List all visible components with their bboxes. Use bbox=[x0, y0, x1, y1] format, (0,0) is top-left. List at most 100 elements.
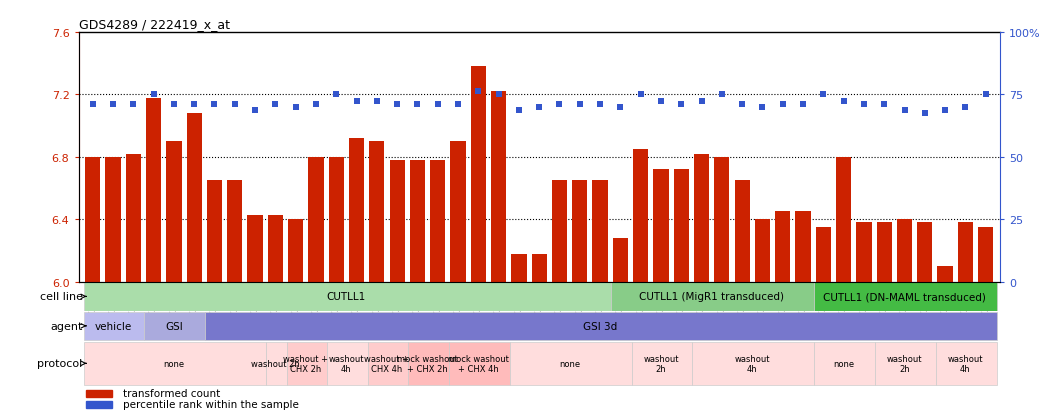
Bar bbox=[327, 342, 367, 385]
Bar bbox=[409, 161, 425, 282]
Text: washout
2h: washout 2h bbox=[887, 354, 922, 373]
Bar bbox=[86, 390, 112, 397]
Point bbox=[146, 92, 162, 99]
Bar bbox=[755, 220, 770, 282]
Point bbox=[632, 92, 649, 99]
Bar bbox=[329, 157, 343, 282]
Bar bbox=[370, 142, 384, 282]
Point bbox=[247, 107, 264, 114]
Point bbox=[713, 92, 730, 99]
Bar bbox=[146, 98, 161, 282]
Point bbox=[369, 98, 385, 105]
Bar bbox=[692, 342, 815, 385]
Bar bbox=[775, 212, 790, 282]
Point bbox=[754, 104, 771, 111]
Point bbox=[531, 104, 548, 111]
Bar bbox=[796, 212, 810, 282]
Text: percentile rank within the sample: percentile rank within the sample bbox=[122, 399, 298, 409]
Bar bbox=[84, 312, 144, 340]
Text: washout
4h: washout 4h bbox=[329, 354, 364, 373]
Bar bbox=[875, 342, 936, 385]
Bar bbox=[367, 342, 408, 385]
Bar bbox=[735, 181, 750, 282]
Point bbox=[734, 101, 751, 108]
Point bbox=[896, 107, 913, 114]
Bar bbox=[876, 223, 892, 282]
Point bbox=[836, 98, 852, 105]
Point bbox=[876, 101, 893, 108]
Bar bbox=[593, 181, 607, 282]
Point bbox=[572, 101, 588, 108]
Point bbox=[855, 101, 872, 108]
Text: none: none bbox=[163, 359, 184, 368]
Bar bbox=[84, 282, 611, 311]
Bar bbox=[611, 282, 815, 311]
Text: transformed count: transformed count bbox=[122, 389, 220, 399]
Bar bbox=[144, 312, 205, 340]
Point bbox=[105, 101, 121, 108]
Bar bbox=[816, 228, 831, 282]
Bar bbox=[449, 342, 510, 385]
Point bbox=[349, 98, 365, 105]
Point bbox=[409, 101, 426, 108]
Bar bbox=[266, 342, 287, 385]
Point bbox=[165, 101, 182, 108]
Bar bbox=[349, 139, 364, 282]
Bar bbox=[106, 157, 120, 282]
Bar bbox=[815, 282, 997, 311]
Bar bbox=[430, 161, 445, 282]
Point bbox=[916, 111, 933, 117]
Text: CUTLL1: CUTLL1 bbox=[327, 292, 366, 301]
Point bbox=[185, 101, 202, 108]
Point bbox=[815, 92, 831, 99]
Bar bbox=[552, 181, 567, 282]
Point bbox=[693, 98, 710, 105]
Point bbox=[937, 107, 954, 114]
Bar bbox=[897, 220, 912, 282]
Bar bbox=[532, 254, 547, 282]
Point bbox=[957, 104, 974, 111]
Bar bbox=[287, 342, 327, 385]
Text: protocol: protocol bbox=[38, 358, 83, 368]
Bar bbox=[958, 223, 973, 282]
Text: washout +
CHX 4h: washout + CHX 4h bbox=[364, 354, 409, 373]
Bar bbox=[288, 220, 304, 282]
Bar bbox=[510, 342, 631, 385]
Text: mock washout
+ CHX 4h: mock washout + CHX 4h bbox=[448, 354, 509, 373]
Point bbox=[490, 92, 507, 99]
Bar bbox=[268, 215, 283, 282]
Point bbox=[388, 101, 405, 108]
Bar bbox=[694, 154, 709, 282]
Text: none: none bbox=[559, 359, 580, 368]
Text: GSI 3d: GSI 3d bbox=[583, 321, 618, 331]
Text: none: none bbox=[833, 359, 854, 368]
Bar bbox=[207, 181, 222, 282]
Point bbox=[612, 104, 629, 111]
Bar bbox=[205, 312, 997, 340]
Bar bbox=[309, 157, 324, 282]
Bar bbox=[653, 170, 669, 282]
Bar bbox=[247, 215, 263, 282]
Bar bbox=[714, 157, 730, 282]
Bar bbox=[572, 181, 587, 282]
Point bbox=[308, 101, 325, 108]
Bar bbox=[389, 161, 405, 282]
Point bbox=[652, 98, 669, 105]
Bar bbox=[84, 342, 266, 385]
Bar bbox=[673, 170, 689, 282]
Bar bbox=[937, 266, 953, 282]
Point bbox=[328, 92, 344, 99]
Bar bbox=[126, 154, 141, 282]
Point bbox=[449, 101, 466, 108]
Text: agent: agent bbox=[50, 321, 83, 331]
Text: GSI: GSI bbox=[165, 321, 183, 331]
Point bbox=[795, 101, 811, 108]
Point bbox=[551, 101, 567, 108]
Bar bbox=[917, 223, 933, 282]
Bar bbox=[85, 157, 101, 282]
Point bbox=[287, 104, 304, 111]
Bar bbox=[856, 223, 871, 282]
Text: cell line: cell line bbox=[40, 292, 83, 301]
Text: GDS4289 / 222419_x_at: GDS4289 / 222419_x_at bbox=[79, 17, 229, 31]
Bar bbox=[836, 157, 851, 282]
